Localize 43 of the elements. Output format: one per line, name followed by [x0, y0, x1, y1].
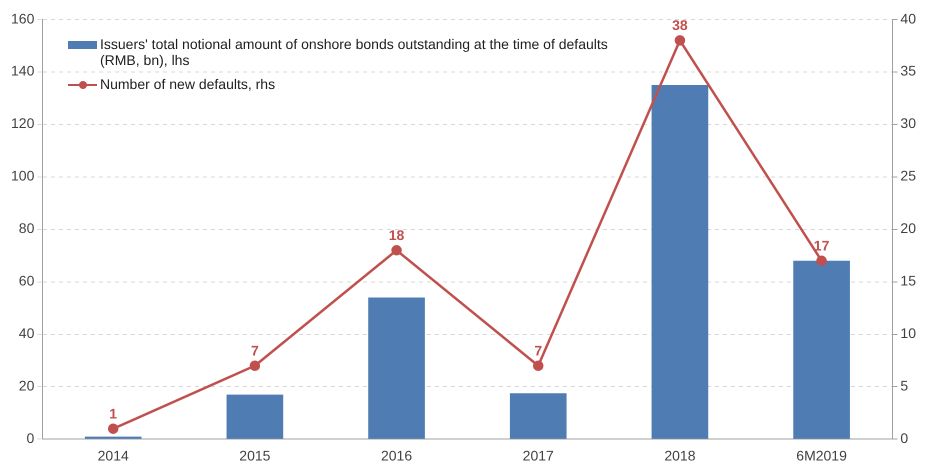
data-label: 7 [250, 342, 259, 359]
y2-tick-label: 20 [900, 220, 916, 236]
y-tick-label: 40 [18, 325, 35, 342]
y2-tick-label: 10 [900, 325, 916, 342]
y2-tick-label: 30 [900, 115, 916, 132]
y-tick-label: 100 [11, 168, 35, 184]
legend-label: Issuers' total notional amount of onshore bonds outstanding at the time of defaults (RMB, bn), lhs [100, 36, 609, 68]
x-tick-label: 2017 [522, 447, 554, 464]
legend-label: Number of new defaults, rhs [100, 76, 276, 92]
y2-tick-label: 15 [900, 272, 916, 289]
bar [510, 393, 567, 439]
y2-tick-label: 40 [900, 10, 916, 26]
y-tick-label: 120 [11, 115, 35, 132]
point [250, 360, 260, 371]
point [532, 360, 544, 371]
x-tick-label: 2016 [380, 447, 412, 464]
x-tick-label: 2015 [239, 447, 271, 464]
x-tick-label: 2014 [98, 447, 129, 464]
data-label: 18 [388, 227, 405, 244]
y2-tick-label: 0 [900, 430, 908, 446]
x-tick-label: 2018 [664, 447, 696, 464]
bar [793, 260, 850, 439]
y2-tick-label: 25 [900, 168, 916, 184]
y2-tick-label: 5 [900, 378, 908, 394]
bar [226, 394, 284, 439]
y-tick-label: 0 [26, 430, 35, 446]
point [391, 245, 402, 256]
data-label: 17 [814, 238, 830, 254]
bar [368, 298, 425, 439]
point [816, 256, 827, 266]
y-tick-label: 160 [11, 10, 35, 26]
point [108, 423, 118, 434]
y-tick-label: 80 [18, 220, 35, 236]
data-label: 7 [534, 342, 542, 359]
point [674, 35, 686, 46]
y-tick-label: 20 [18, 378, 35, 394]
bar [652, 84, 708, 439]
x-tick-label: 6M2019 [796, 447, 848, 464]
y-tick-label: 60 [18, 272, 35, 289]
data-label: 1 [109, 406, 118, 422]
y2-tick-label: 35 [900, 62, 916, 79]
data-label: 38 [672, 17, 688, 34]
y-tick-label: 140 [11, 62, 35, 79]
